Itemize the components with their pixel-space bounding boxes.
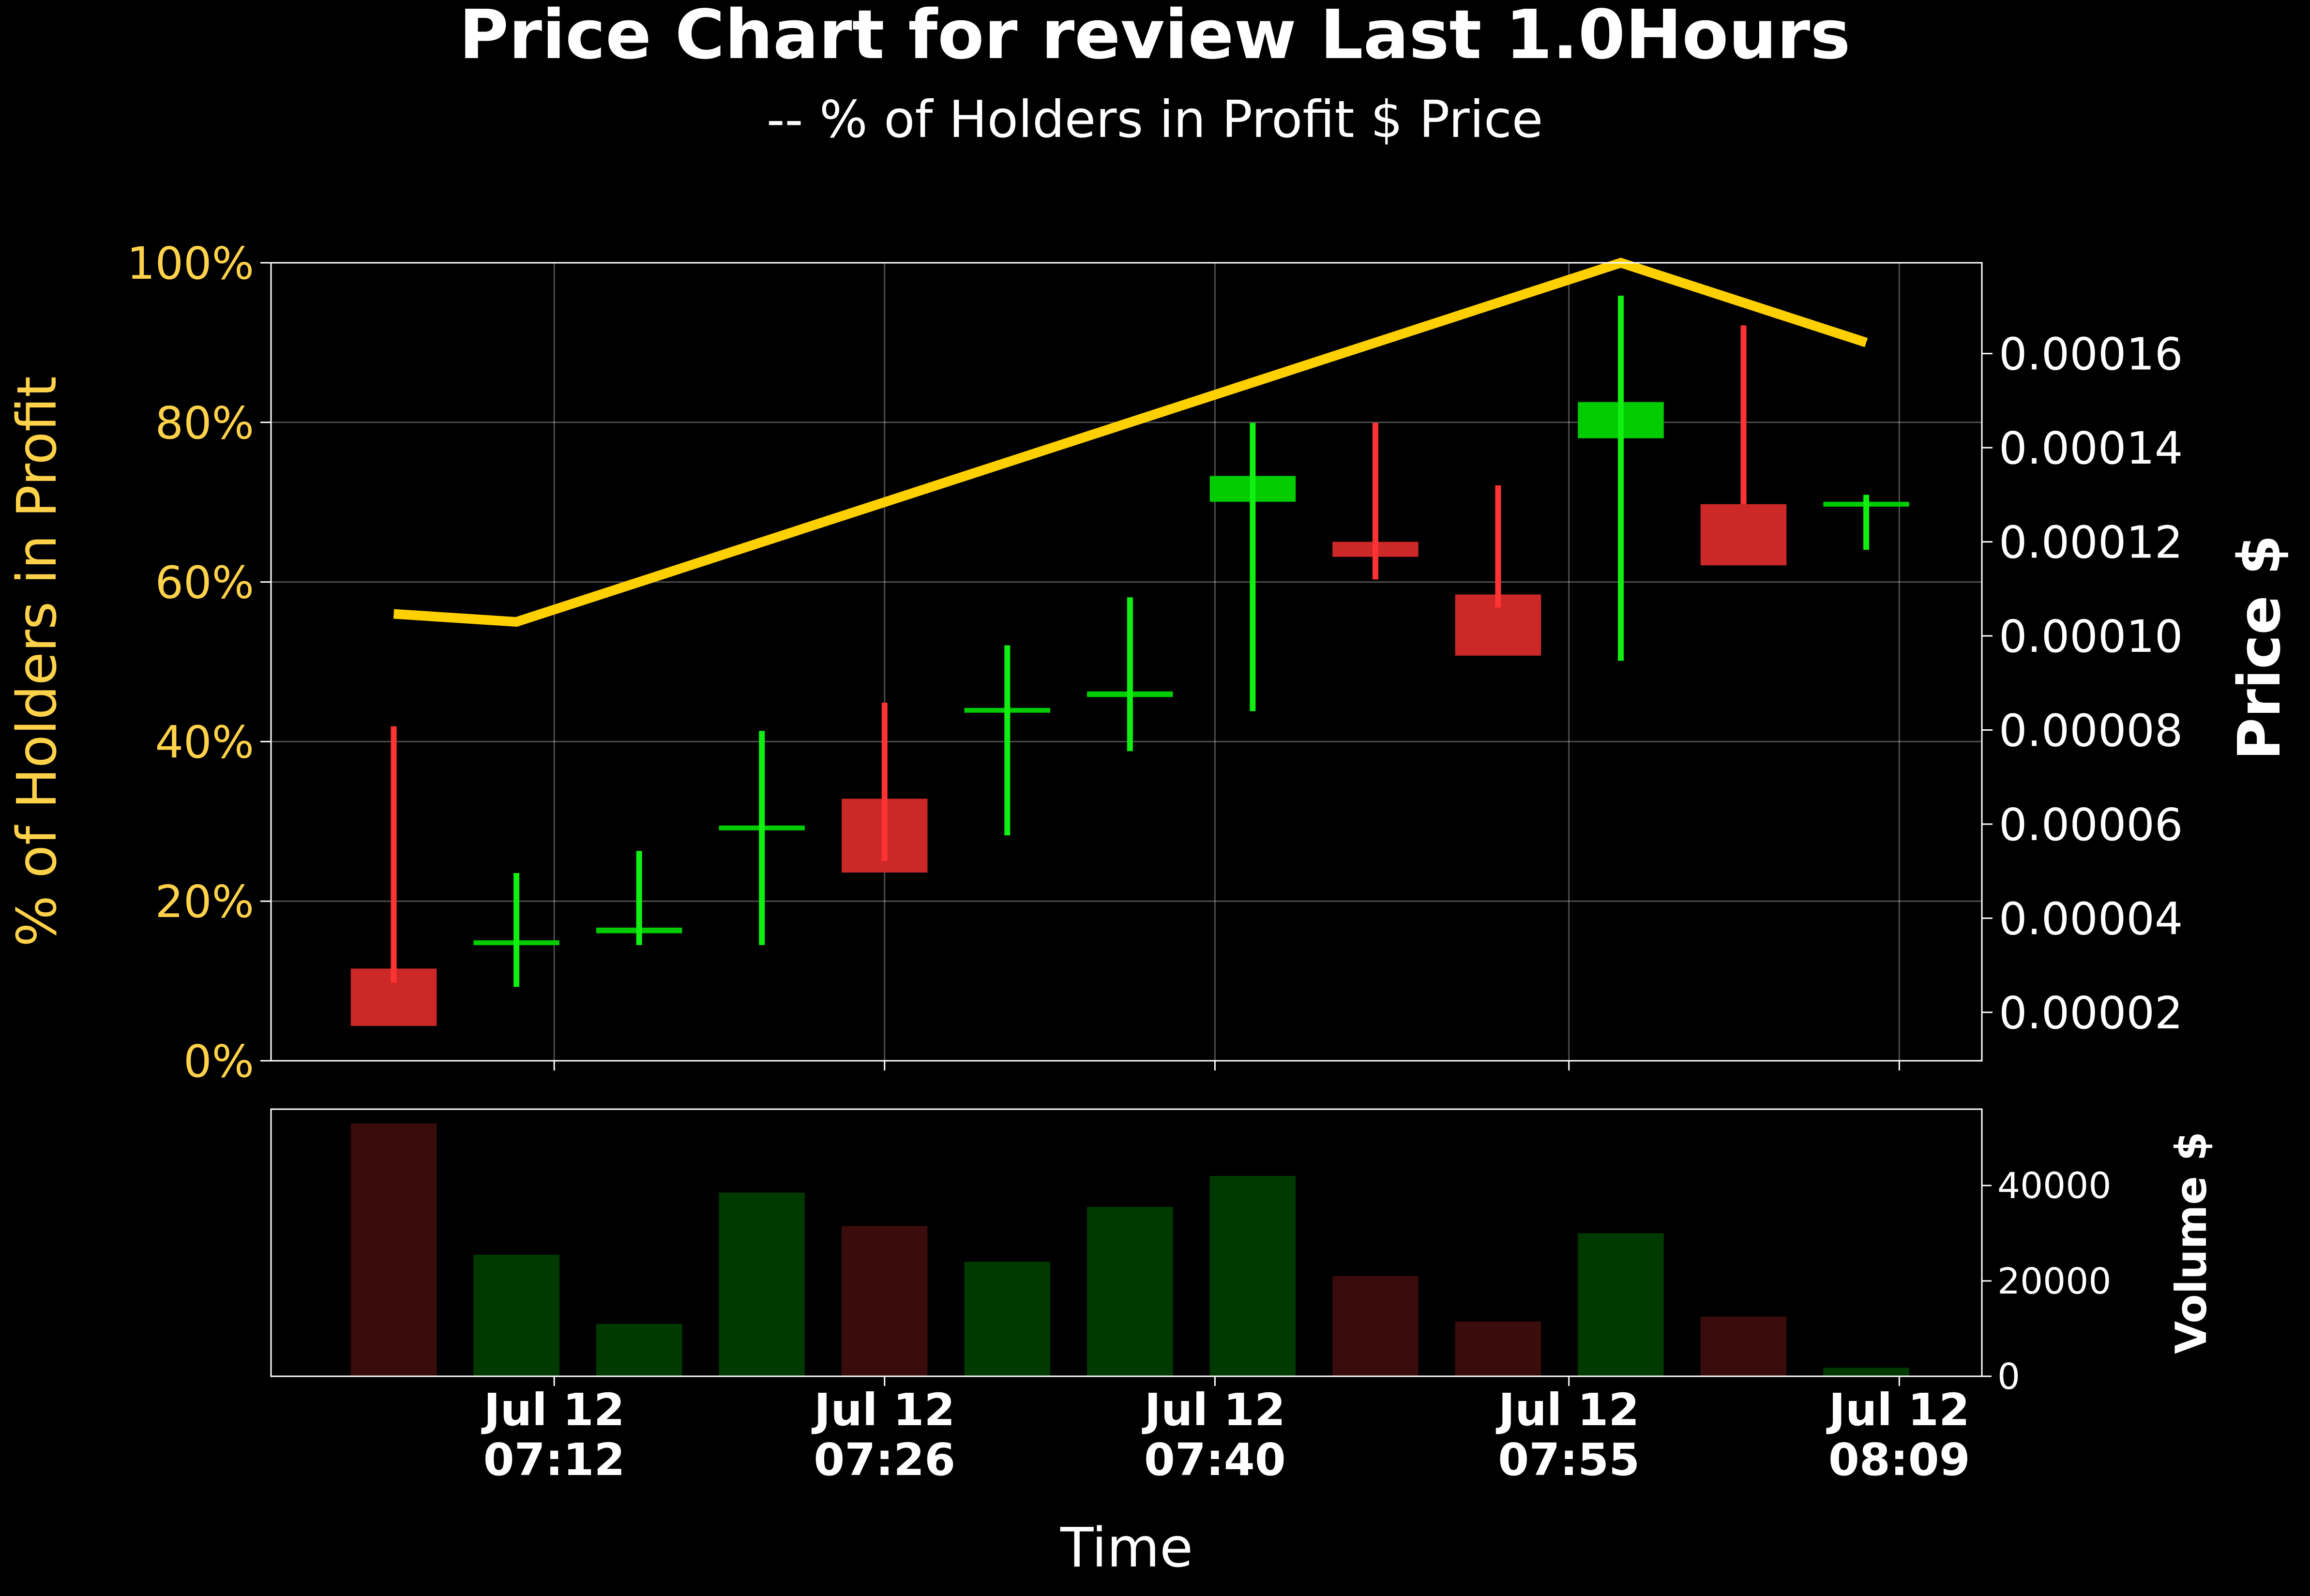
x-tick-label-time: 07:40: [1144, 1434, 1286, 1486]
candles: [350, 296, 1909, 1026]
volume-bars: [350, 1123, 1909, 1376]
x-tick-label-time: 07:55: [1498, 1434, 1640, 1486]
right-tick-label: 0.00008: [1999, 705, 2183, 756]
right-axis-ticks: 0.00002 0.00004 0.00006 0.00008 0.00010 0.000…: [1982, 329, 2183, 1039]
volume-bar: [1209, 1176, 1296, 1376]
volume-bar: [473, 1254, 559, 1376]
right-tick-label: 0.00004: [1999, 893, 2183, 945]
volume-tick-label: 0: [1997, 1356, 2020, 1398]
x-tick-label-date: Jul 12: [1495, 1384, 1639, 1436]
volume-tick-label: 20000: [1997, 1261, 2111, 1302]
x-tick-label-date: Jul 12: [811, 1384, 955, 1436]
volume-bar: [964, 1262, 1051, 1376]
left-tick-label: 100%: [127, 238, 254, 289]
left-tick-label: 60%: [155, 557, 254, 609]
x-tick-label-date: Jul 12: [1826, 1384, 1970, 1436]
right-tick-label: 0.00012: [1999, 517, 2183, 569]
right-tick-label: 0.00016: [1999, 329, 2183, 380]
candle-body-down: [1700, 504, 1787, 566]
volume-bar: [719, 1192, 805, 1376]
volume-axis-label: Volume $: [2166, 1131, 2216, 1354]
x-tick-label-time: 07:12: [483, 1434, 625, 1486]
volume-panel-frame: [270, 1108, 1983, 1377]
right-tick-label: 0.00006: [1999, 799, 2183, 851]
left-axis-ticks: 0% 20% 40% 60% 80% 100%: [127, 238, 271, 1087]
x-tick-label-time: 08:09: [1828, 1434, 1970, 1486]
volume-axis-ticks: 0 20000 40000: [1982, 1165, 2111, 1398]
left-tick-label: 80%: [155, 397, 254, 449]
volume-bar: [841, 1226, 928, 1376]
x-tick-label-time: 07:26: [814, 1434, 955, 1486]
volume-bar: [350, 1123, 437, 1376]
right-tick-label: 0.00010: [1999, 611, 2183, 662]
volume-bar: [1332, 1276, 1419, 1376]
volume-bar: [596, 1324, 682, 1376]
volume-bar: [1087, 1207, 1173, 1376]
left-axis-label: % of Holders in Profit: [6, 376, 69, 947]
right-tick-label: 0.00002: [1999, 987, 2183, 1039]
x-tick-label-date: Jul 12: [481, 1384, 624, 1436]
volume-bar: [1823, 1368, 1909, 1376]
volume-tick-label: 40000: [1997, 1165, 2111, 1207]
x-axis-label: Time: [1060, 1517, 1193, 1580]
right-axis-label: Price $: [2226, 535, 2294, 760]
volume-bar: [1455, 1321, 1541, 1376]
left-tick-label: 0%: [183, 1036, 254, 1087]
volume-bar: [1578, 1233, 1664, 1376]
price-panel-frame: [270, 262, 1983, 1062]
chart-title: Price Chart for review Last 1.0Hours: [459, 0, 1850, 75]
volume-bar: [1700, 1316, 1787, 1376]
chart-subtitle: -- % of Holders in Profit $ Price: [767, 90, 1543, 149]
x-tick-label-date: Jul 12: [1142, 1384, 1285, 1436]
price-panel-grid: [271, 263, 1982, 1061]
left-tick-label: 20%: [155, 876, 254, 928]
left-tick-label: 40%: [155, 716, 254, 768]
right-tick-label: 0.00014: [1999, 422, 2183, 474]
profit-percent-line: [393, 257, 1868, 627]
